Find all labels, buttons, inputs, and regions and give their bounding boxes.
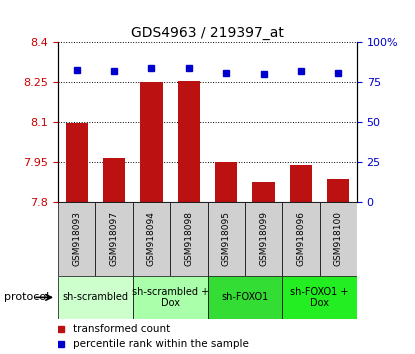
- Bar: [58, 276, 133, 319]
- Bar: [252, 182, 275, 202]
- Text: GSM918096: GSM918096: [296, 211, 305, 267]
- Bar: [133, 276, 208, 319]
- Text: GSM918097: GSM918097: [110, 211, 119, 267]
- Bar: [245, 202, 282, 276]
- Text: GSM918098: GSM918098: [184, 211, 193, 267]
- Text: GSM918095: GSM918095: [222, 211, 231, 267]
- Bar: [140, 82, 163, 202]
- Text: GSM918094: GSM918094: [147, 211, 156, 267]
- Bar: [290, 165, 312, 202]
- Text: GSM918093: GSM918093: [72, 211, 81, 267]
- Bar: [327, 179, 349, 202]
- Bar: [66, 124, 88, 202]
- Text: transformed count: transformed count: [73, 324, 170, 333]
- Bar: [208, 276, 282, 319]
- Text: sh-FOXO1 +
Dox: sh-FOXO1 + Dox: [290, 286, 349, 308]
- Text: sh-scrambled +
Dox: sh-scrambled + Dox: [132, 286, 209, 308]
- Bar: [170, 202, 208, 276]
- Text: percentile rank within the sample: percentile rank within the sample: [73, 339, 249, 349]
- Bar: [58, 202, 95, 276]
- Title: GDS4963 / 219397_at: GDS4963 / 219397_at: [131, 26, 284, 40]
- Text: protocol: protocol: [4, 292, 49, 302]
- Bar: [178, 81, 200, 202]
- Text: sh-scrambled: sh-scrambled: [62, 292, 129, 302]
- Bar: [282, 202, 320, 276]
- Text: sh-FOXO1: sh-FOXO1: [221, 292, 269, 302]
- Bar: [133, 202, 170, 276]
- Bar: [95, 202, 133, 276]
- Bar: [320, 202, 357, 276]
- Bar: [215, 162, 237, 202]
- Bar: [282, 276, 357, 319]
- Text: GSM918100: GSM918100: [334, 211, 343, 267]
- Text: GSM918099: GSM918099: [259, 211, 268, 267]
- Bar: [208, 202, 245, 276]
- Bar: [103, 158, 125, 202]
